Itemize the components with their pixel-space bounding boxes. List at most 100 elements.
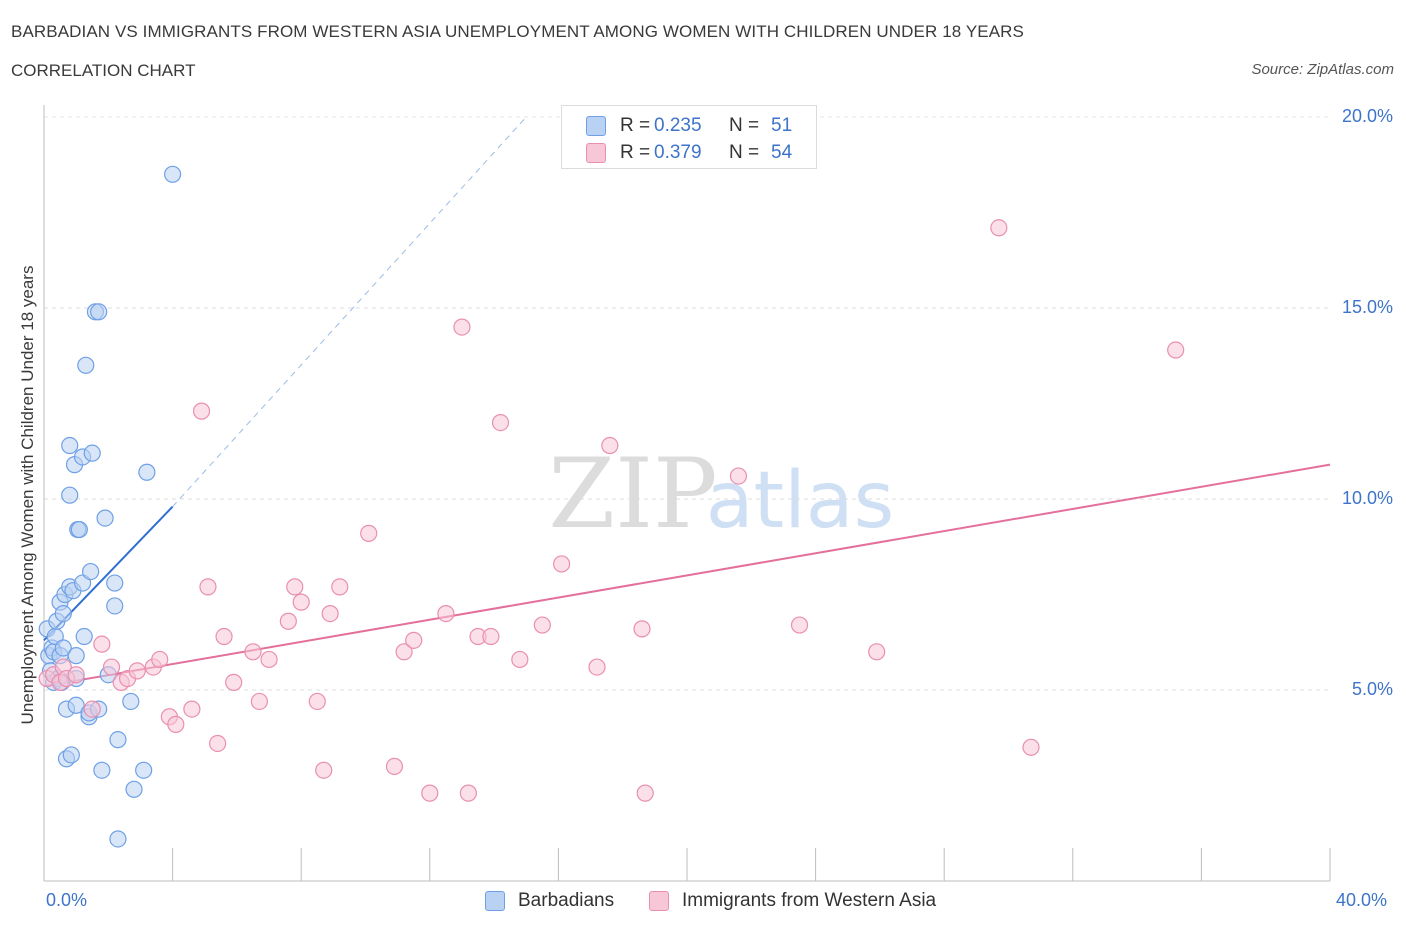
legend-r-label: R = xyxy=(620,115,651,136)
data-point xyxy=(385,757,404,776)
legend-n-value: 54 xyxy=(771,142,793,163)
data-point xyxy=(491,414,510,432)
data-point xyxy=(138,463,156,481)
data-point xyxy=(321,604,339,623)
data-point xyxy=(67,666,85,684)
data-point xyxy=(125,780,143,798)
data-point xyxy=(292,593,310,611)
axes xyxy=(43,105,1331,882)
data-point xyxy=(61,486,79,504)
data-point xyxy=(331,578,349,596)
data-point xyxy=(395,643,413,661)
chart-subtitle: CORRELATION CHART xyxy=(11,61,196,80)
data-point xyxy=(93,635,111,653)
series-points-0 xyxy=(38,165,182,848)
data-point xyxy=(308,692,326,711)
data-point xyxy=(260,650,278,669)
data-point xyxy=(588,658,606,676)
watermark-zip: ZIP xyxy=(548,438,717,550)
data-point xyxy=(511,650,529,669)
trend-lines xyxy=(43,116,1331,688)
data-point xyxy=(729,467,748,485)
data-point xyxy=(135,761,153,779)
data-point xyxy=(990,219,1008,237)
data-point xyxy=(279,612,297,630)
legend-swatch-western-asia xyxy=(586,143,606,163)
data-point xyxy=(183,700,201,718)
data-point xyxy=(67,696,85,714)
data-point xyxy=(790,616,809,634)
data-point xyxy=(93,761,111,779)
legend-r-value: 0.235 xyxy=(654,115,702,136)
data-point xyxy=(437,604,455,623)
data-point xyxy=(286,578,304,596)
legend-n-value: 51 xyxy=(771,115,793,136)
data-point xyxy=(244,643,262,661)
chart-title: BARBADIAN VS IMMIGRANTS FROM WESTERN ASI… xyxy=(11,22,1024,41)
data-point xyxy=(164,165,182,183)
data-point xyxy=(1022,738,1040,756)
legend-n-label: N = xyxy=(729,142,760,163)
y-tick-label: 15.0% xyxy=(1341,297,1393,317)
x-tick-min: 0.0% xyxy=(46,890,88,910)
data-point xyxy=(109,731,127,749)
data-point xyxy=(601,436,619,455)
data-point xyxy=(215,627,233,646)
y-tick-label: 10.0% xyxy=(1341,488,1393,508)
data-point xyxy=(75,627,93,646)
trend-extension-0 xyxy=(172,116,527,507)
data-point xyxy=(250,692,269,711)
series-label-barbadians: Barbadians xyxy=(518,890,615,911)
legend-swatch-barbadians xyxy=(586,116,606,136)
y-tick-label: 5.0% xyxy=(1351,679,1393,699)
data-point xyxy=(109,830,127,848)
watermark: ZIP atlas xyxy=(548,438,894,550)
x-tick-max: 40.0% xyxy=(1336,890,1388,910)
data-point xyxy=(868,643,886,661)
data-point xyxy=(315,761,333,779)
data-point xyxy=(360,524,378,542)
data-point xyxy=(225,673,243,691)
legend-n-label: N = xyxy=(729,115,760,136)
data-point xyxy=(421,784,439,802)
data-points xyxy=(38,165,1185,848)
data-point xyxy=(1167,341,1185,359)
data-point xyxy=(67,647,85,665)
data-point xyxy=(482,627,500,646)
data-point xyxy=(77,356,95,374)
data-point xyxy=(62,746,80,764)
stats-legend: R = 0.235 N = 51 R = 0.379 N = 54 xyxy=(561,105,817,169)
data-point xyxy=(83,700,101,718)
grid xyxy=(44,116,1330,691)
data-point xyxy=(167,715,185,733)
series-swatch-western-asia xyxy=(649,891,669,911)
data-point xyxy=(106,574,124,592)
data-point xyxy=(553,555,571,573)
data-point xyxy=(533,616,551,634)
data-point xyxy=(54,604,72,623)
legend-r-value: 0.379 xyxy=(654,142,702,163)
data-point xyxy=(70,520,88,539)
data-point xyxy=(128,662,146,680)
data-point xyxy=(82,562,100,581)
data-point xyxy=(106,597,124,615)
series-points-1 xyxy=(38,219,1185,802)
data-point xyxy=(96,509,114,527)
data-point xyxy=(90,303,108,321)
data-point xyxy=(102,658,121,676)
data-point xyxy=(83,444,101,462)
y-tick-label: 20.0% xyxy=(1341,106,1393,126)
data-point xyxy=(122,692,140,711)
data-point xyxy=(192,402,211,420)
data-point xyxy=(151,650,169,669)
source-note: Source: ZipAtlas.com xyxy=(1251,61,1394,78)
data-point xyxy=(54,639,72,657)
data-point xyxy=(453,318,471,336)
data-point xyxy=(405,631,423,649)
data-point xyxy=(199,578,217,596)
data-point xyxy=(209,734,227,753)
data-point xyxy=(459,784,477,802)
data-point xyxy=(633,620,651,638)
series-swatch-barbadians xyxy=(485,891,505,911)
data-point xyxy=(636,784,654,802)
